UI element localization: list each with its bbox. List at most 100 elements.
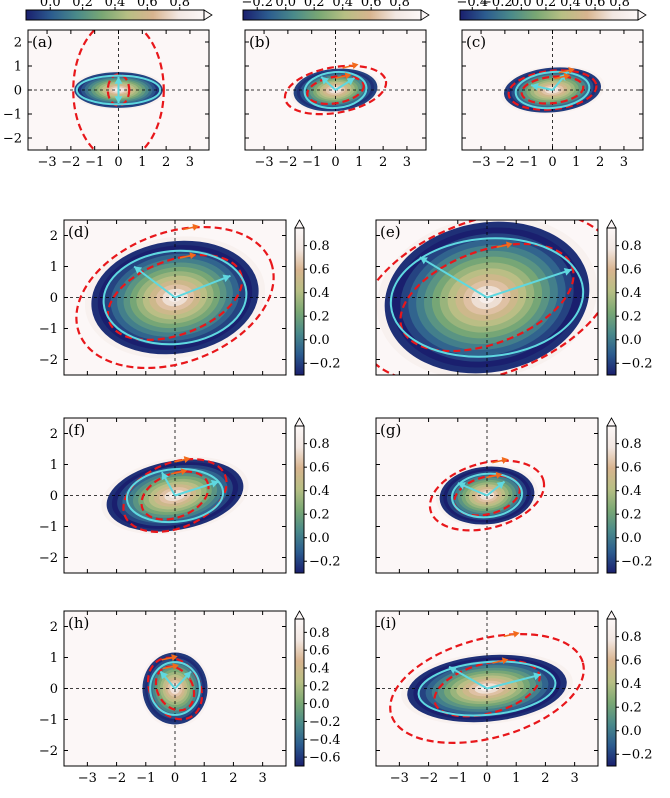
panel-b-vector-head-1 bbox=[321, 76, 330, 85]
panel-a-xtick-label: 2 bbox=[162, 155, 170, 170]
panel-h-xtick-label: 3 bbox=[258, 771, 266, 786]
panel-e-vector-2 bbox=[486, 268, 573, 299]
panel-f-red-ellipse-1 bbox=[122, 458, 228, 533]
panel-g-red-ellipse-1 bbox=[428, 459, 546, 532]
panel-a-plot-area bbox=[28, 30, 209, 150]
panel-e-label: (e) bbox=[380, 223, 401, 241]
panel-f-flow-arrow-head-1 bbox=[183, 456, 191, 464]
colorbar-c-tick-label: 0.2 bbox=[536, 0, 557, 10]
panel-a-xtick-label: −3 bbox=[37, 155, 56, 170]
panel-h-red-ellipse-2 bbox=[154, 665, 196, 712]
panel-d-red-ellipse-2 bbox=[106, 254, 244, 341]
colorbar-h-tick-label: −0.4 bbox=[309, 733, 341, 748]
colorbar-h-tick-label: 0.2 bbox=[309, 679, 330, 694]
panel-d-ytick-label: 1 bbox=[50, 260, 58, 275]
panel-d-plot-area bbox=[64, 220, 286, 375]
panel-d-ytick-label: 0 bbox=[50, 291, 58, 306]
panel-c-xtick-label: 3 bbox=[620, 155, 628, 170]
panel-b-flow-arrow-head-2 bbox=[344, 72, 352, 80]
colorbar-c-frame bbox=[459, 9, 639, 21]
panel-i-vector-2 bbox=[486, 673, 542, 690]
panel-a-xtick-label: 0 bbox=[114, 155, 122, 170]
colorbar-f-gradient bbox=[295, 426, 304, 573]
panel-h-plot-area bbox=[64, 611, 286, 766]
panel-f-plot-area bbox=[64, 418, 286, 573]
panel-b: (b) −3 −2 −1 0 1 2 3 −0.2 0.0 0.2 0.4 0.6 0.8 bbox=[241, 0, 430, 170]
colorbar-f-frame bbox=[294, 425, 305, 574]
colorbar-f-extend-arrow bbox=[294, 417, 305, 427]
panel-e-red-ellipse-1 bbox=[376, 220, 598, 375]
colorbar-i-tick-label: −0.2 bbox=[621, 748, 653, 763]
panel-c-red-ellipse-1 bbox=[507, 69, 598, 111]
panel-f-ytick-label: 2 bbox=[50, 427, 58, 442]
panel-e-heatmap bbox=[376, 220, 598, 375]
panel-c-xtick-label: 0 bbox=[548, 155, 556, 170]
panel-f-flow-arrow-head-2 bbox=[180, 468, 188, 476]
colorbar-f-tick-label: 0.0 bbox=[309, 531, 330, 546]
panel-b-xtick-label: −1 bbox=[302, 155, 321, 170]
colorbar-e-frame bbox=[606, 227, 617, 376]
panel-i-xtick-label: −2 bbox=[419, 771, 438, 786]
panel-c: (c) −3 −2 −1 0 1 2 3 −0.4−0.20.0 0.2 0.4 0.6 0.8 bbox=[456, 0, 647, 170]
panel-d-vector-1 bbox=[133, 265, 176, 299]
panel-d-ytick-label: −2 bbox=[39, 353, 58, 368]
panel-i-flow-arrow-head-2 bbox=[501, 657, 509, 665]
colorbar-b-tick-label: −0.2 bbox=[241, 0, 273, 10]
panel-d-vector-2 bbox=[174, 274, 231, 299]
panel-g-plot-area bbox=[376, 418, 598, 573]
panel-a: (a) −3 −2 −1 0 1 2 3 −2 −1 0 1 2 0.0 0.2 0.4 0.6 0.8 bbox=[3, 0, 213, 170]
colorbar-g-tick-label: 0.0 bbox=[621, 531, 642, 546]
panel-h-xtick-label: −2 bbox=[107, 771, 126, 786]
colorbar-c-tick-label: 0.4 bbox=[560, 0, 581, 10]
colorbar-d-tick-label: 0.6 bbox=[309, 263, 330, 278]
colorbar-f-tick-label: 0.4 bbox=[309, 484, 330, 499]
panel-a-ytick-label: −2 bbox=[3, 132, 22, 147]
colorbar-c-tick-label: 0.0 bbox=[511, 0, 532, 10]
panel-h-cyan-ellipse bbox=[149, 661, 201, 716]
panel-c-label: (c) bbox=[466, 33, 486, 51]
colorbar-d-tick-label: −0.2 bbox=[309, 357, 341, 372]
panel-f-vector-2 bbox=[174, 480, 220, 497]
panel-i-flow-arrow-head-1 bbox=[513, 630, 520, 638]
colorbar-f-tick-label: 0.6 bbox=[309, 461, 330, 476]
colorbar-b-tick-label: 0.0 bbox=[275, 0, 296, 10]
panel-h: (h) −3 −2 −1 0 1 2 3 −2 −1 0 1 2 −0.6 −0.4 −0.2 0.0 0.2 0.… bbox=[39, 610, 341, 786]
colorbar-i-extend-arrow bbox=[606, 610, 617, 620]
panel-f-ytick-label: −2 bbox=[39, 551, 58, 566]
panel-d-flow-arrow-head-1 bbox=[192, 223, 200, 231]
panel-h-xtick-label: −1 bbox=[136, 771, 155, 786]
panel-e-vector-head-1 bbox=[419, 257, 428, 265]
panel-a-label: (a) bbox=[32, 33, 53, 51]
panel-h-vector-head-1 bbox=[160, 671, 168, 680]
panel-c-flow-arrow-head-2 bbox=[563, 73, 571, 80]
colorbar-c-tick-label: −0.4 bbox=[456, 0, 488, 10]
panel-h-flow-arrow-head-2 bbox=[172, 662, 179, 670]
colorbar-d-gradient bbox=[295, 228, 304, 375]
panel-g: (g) −0.2 0.0 0.2 0.4 0.6 0.8 bbox=[375, 417, 653, 574]
colorbar-a-tick-label: 0.2 bbox=[72, 0, 93, 10]
colorbar-d-tick-label: 0.4 bbox=[309, 286, 330, 301]
colorbar-d-frame bbox=[294, 227, 305, 376]
panel-g-flow-arrow-head-2 bbox=[495, 471, 503, 479]
colorbar-h-gradient bbox=[295, 619, 304, 766]
panel-e-flow-arrow-1 bbox=[503, 212, 517, 215]
colorbar-e-tick-label: 0.6 bbox=[621, 263, 642, 278]
panel-g-label: (g) bbox=[380, 421, 401, 439]
panel-i-xtick-label: −3 bbox=[390, 771, 409, 786]
colorbar-g-tick-label: 0.8 bbox=[621, 437, 642, 452]
panel-b-cyan-ellipse bbox=[303, 70, 368, 110]
panel-b-xtick-label: 3 bbox=[403, 155, 411, 170]
panel-b-vector-head-2 bbox=[346, 78, 355, 86]
panel-b-xtick-label: 2 bbox=[379, 155, 387, 170]
colorbar-e-tick-label: 0.8 bbox=[621, 239, 642, 254]
colorbar-b-tick-label: 0.6 bbox=[361, 0, 382, 10]
panel-i-xtick-label: 1 bbox=[512, 771, 520, 786]
panel-h-ytick-label: 0 bbox=[50, 682, 58, 697]
panel-c-xtick-label: −2 bbox=[495, 155, 514, 170]
panel-b-xtick-label: 0 bbox=[331, 155, 339, 170]
panel-h-xtick-label: −3 bbox=[78, 771, 97, 786]
panel-f-vector-head-1 bbox=[161, 472, 169, 481]
colorbar-a-tick-label: 0.0 bbox=[40, 0, 61, 10]
panel-i-label: (i) bbox=[380, 614, 397, 632]
